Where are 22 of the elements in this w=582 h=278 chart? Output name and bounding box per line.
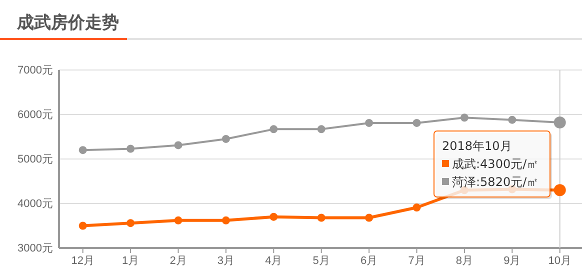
x-tick-label: 7月 bbox=[408, 254, 426, 267]
x-tick-label: 6月 bbox=[360, 254, 378, 267]
x-tick-label: 5月 bbox=[312, 254, 330, 267]
x-tick-label: 8月 bbox=[456, 254, 474, 267]
y-tick-label: 6000元 bbox=[18, 109, 53, 122]
y-tick-label: 3000元 bbox=[18, 242, 53, 255]
x-tick-label: 1月 bbox=[122, 254, 140, 267]
x-tick-label: 4月 bbox=[265, 254, 282, 267]
x-tick-label: 2月 bbox=[170, 254, 187, 267]
annotation: :4300元/㎡ bbox=[476, 157, 539, 171]
annotation: :5820元/㎡ bbox=[476, 175, 539, 189]
x-tick-label: 12月 bbox=[71, 254, 94, 267]
x-tick-label: 3月 bbox=[217, 254, 235, 267]
y-tick-label: 5000元 bbox=[18, 154, 53, 166]
legend-label: 成武 bbox=[452, 157, 476, 171]
y-tick-label: 7000元 bbox=[18, 64, 53, 77]
y-tick-label: 4000元 bbox=[18, 198, 53, 210]
x-tick-label: 10月 bbox=[548, 254, 572, 267]
x-tick-label: 9月 bbox=[504, 254, 521, 267]
legend-title: 2018年10月 bbox=[442, 139, 512, 153]
chart-title: 成武房价走势 bbox=[16, 13, 119, 33]
legend-label: 菏泽 bbox=[452, 175, 476, 189]
